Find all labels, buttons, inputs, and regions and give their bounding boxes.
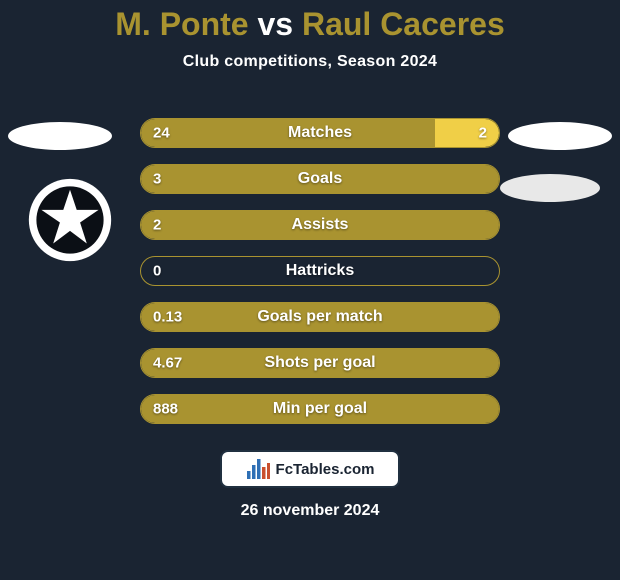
stat-label: Hattricks [141, 262, 499, 280]
stat-label: Goals per match [141, 308, 499, 326]
club-logo [28, 178, 112, 262]
player2-badge-ellipse [508, 122, 612, 150]
date: 26 november 2024 [0, 502, 620, 520]
player2-badge-ellipse-secondary [500, 174, 600, 202]
player1-name: M. Ponte [115, 6, 248, 42]
player1-badge-ellipse [8, 122, 112, 150]
stat-row: 4.67Shots per goal [140, 348, 500, 378]
bar-chart-icon [246, 459, 270, 479]
club-shield-icon [28, 178, 112, 262]
stat-label: Min per goal [141, 400, 499, 418]
fctables-logo: FcTables.com [220, 450, 400, 488]
stat-row: 242Matches [140, 118, 500, 148]
stat-row: 0.13Goals per match [140, 302, 500, 332]
subtitle: Club competitions, Season 2024 [0, 53, 620, 71]
page-title: M. Ponte vs Raul Caceres [0, 0, 620, 43]
stat-label: Assists [141, 216, 499, 234]
fctables-logo-text: FcTables.com [276, 461, 375, 478]
stat-label: Goals [141, 170, 499, 188]
stat-row: 0Hattricks [140, 256, 500, 286]
stat-row: 3Goals [140, 164, 500, 194]
stat-row: 2Assists [140, 210, 500, 240]
stat-row: 888Min per goal [140, 394, 500, 424]
player2-name: Raul Caceres [302, 6, 505, 42]
stat-label: Shots per goal [141, 354, 499, 372]
stats-bars: 242Matches 3Goals 2Assists 0Hattricks 0.13Go… [140, 118, 500, 440]
vs-separator: vs [257, 6, 293, 42]
stat-label: Matches [141, 124, 499, 142]
